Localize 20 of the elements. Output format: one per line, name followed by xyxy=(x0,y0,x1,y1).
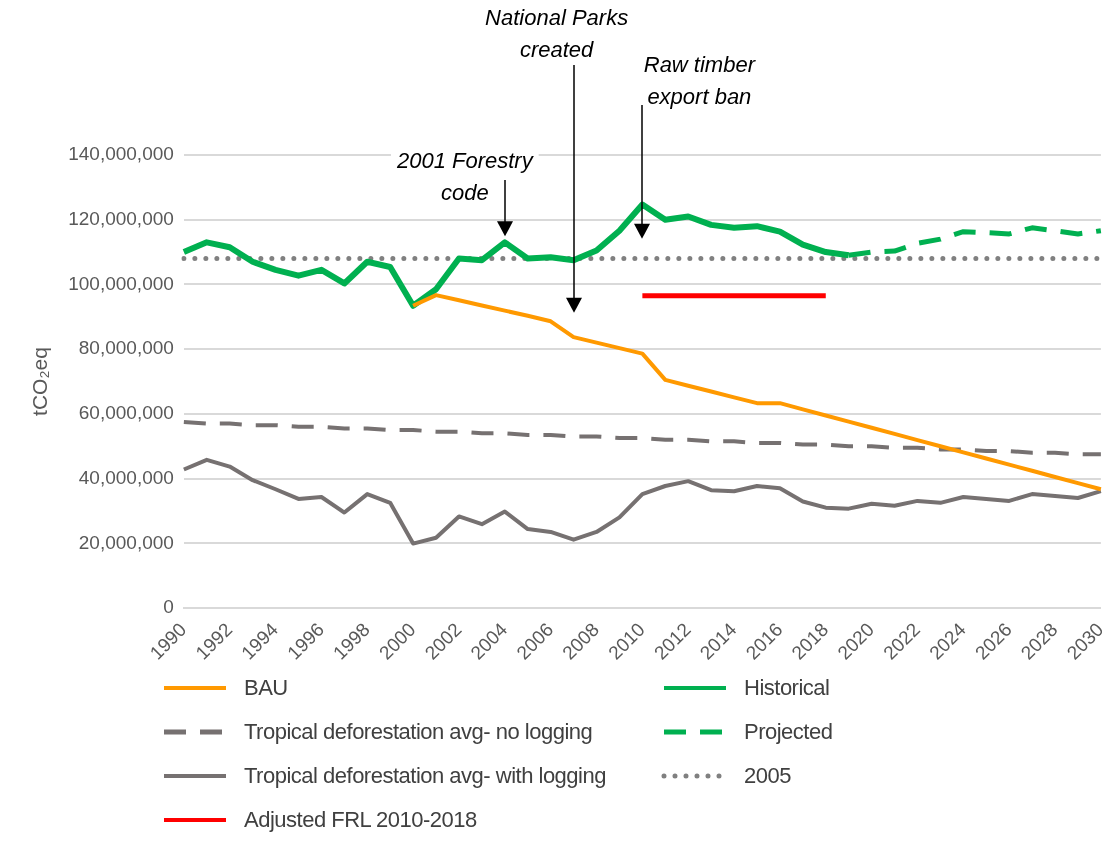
legend-label: 2005 xyxy=(744,763,791,789)
text: Raw timber export ban xyxy=(643,52,757,109)
y-tick-label: 20,000,000 xyxy=(78,531,174,553)
legend-label: Tropical deforestation avg- no logging xyxy=(244,719,593,745)
y-tick-label: 40,000,000 xyxy=(78,466,174,488)
y-tick-label: 100,000,000 xyxy=(68,272,174,294)
legend-label: Projected xyxy=(744,719,833,745)
legend-label: Historical xyxy=(744,675,830,701)
y-tick-label: 60,000,000 xyxy=(78,402,174,424)
y-tick-label: 80,000,000 xyxy=(78,337,174,359)
y-tick-label: 120,000,000 xyxy=(68,207,174,229)
legend-label: Tropical deforestation avg- with logging xyxy=(244,763,606,789)
y-tick-label: 140,000,000 xyxy=(68,143,174,165)
annotation: 2001 Forestry code xyxy=(395,148,535,205)
y-axis-title: tCO₂eq xyxy=(28,347,52,416)
line-series xyxy=(181,419,1103,457)
text: National Parks created xyxy=(485,5,629,62)
legend-label: BAU xyxy=(244,675,288,701)
legend-label: Adjusted FRL 2010-2018 xyxy=(244,807,477,833)
y-tick-label: 0 xyxy=(163,596,174,618)
